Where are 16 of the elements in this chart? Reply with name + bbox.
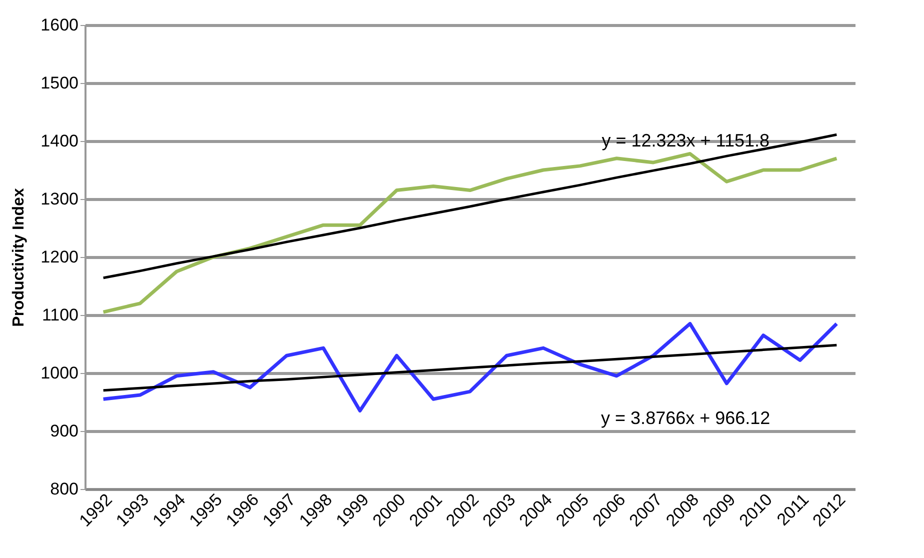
y-tick-label: 1100 <box>42 306 78 324</box>
line-series <box>102 344 838 392</box>
y-tick-label: 1200 <box>40 248 78 266</box>
y-tick-label: 1300 <box>40 190 78 208</box>
y-tick-label: 1500 <box>40 74 78 92</box>
annotation: y = 12.323x + 1151.8 <box>602 130 770 151</box>
line-series <box>102 152 838 314</box>
y-tick-label: 1600 <box>40 16 78 34</box>
annotation: y = 3.8766x + 966.12 <box>601 408 770 428</box>
line-series <box>102 133 838 280</box>
line-series <box>102 322 838 412</box>
y-tick-label: 1000 <box>40 364 78 382</box>
y-axis-title: Productivity Index <box>10 188 28 327</box>
y-tick-label: 1400 <box>40 132 78 150</box>
y-tick-label: 900 <box>50 422 78 440</box>
y-tick-label: 800 <box>50 480 78 498</box>
